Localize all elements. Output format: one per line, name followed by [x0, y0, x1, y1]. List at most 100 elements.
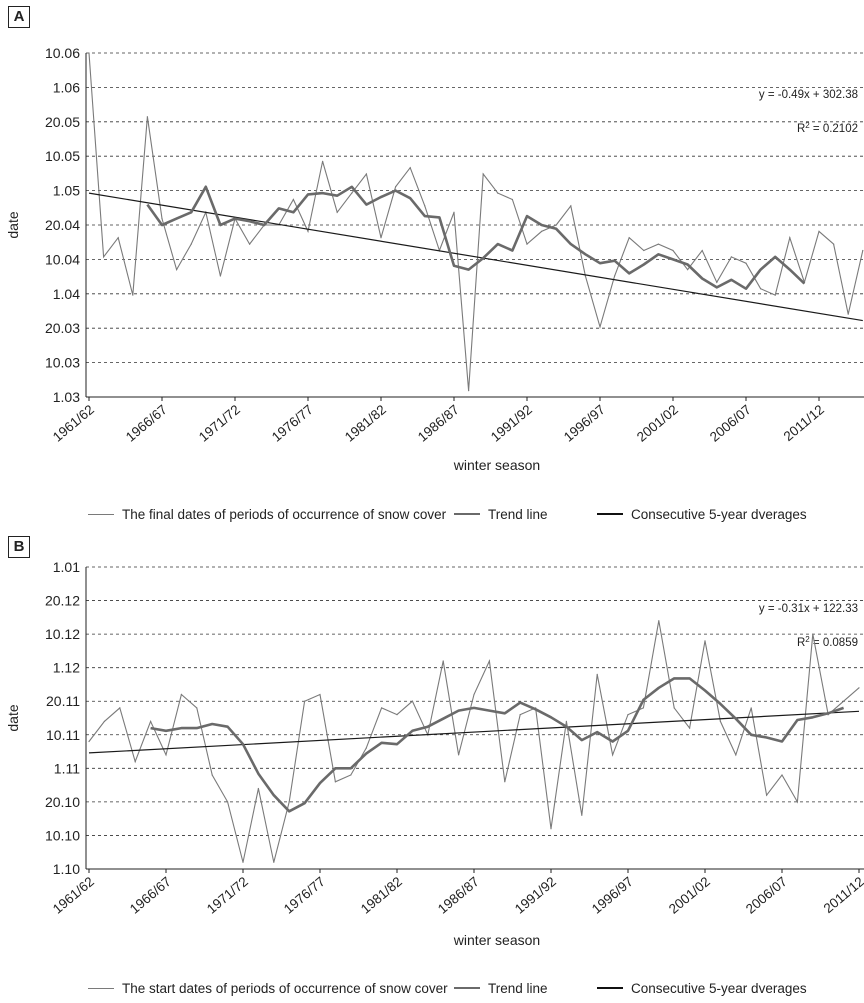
data-point-a-5	[161, 218, 163, 220]
data-point-a-21	[395, 186, 397, 188]
data-point-a-39	[657, 243, 660, 245]
x-tick-label-a-3: 1976/77	[269, 402, 316, 445]
y-axis-title-a: date	[5, 211, 21, 238]
x-tick-label-a-1: 1966/67	[123, 402, 170, 445]
y-tick-label-b-5: 10.11	[46, 727, 80, 743]
data-point-a-29	[511, 198, 513, 201]
data-point-b-45	[781, 774, 783, 776]
r-squared-a: R2 = 0.2102	[797, 121, 858, 136]
data-point-a-1	[103, 256, 105, 258]
data-point-b-47	[812, 633, 814, 635]
data-point-a-38	[643, 249, 645, 252]
data-point-a-36	[614, 275, 616, 277]
data-point-a-37	[628, 237, 630, 239]
x-tick-label-b-10: 2011/12	[821, 874, 864, 916]
x-tick-label-b-2: 1971/72	[204, 874, 251, 917]
x-axis-title-b: winter season	[453, 932, 540, 948]
y-tick-label-a-5: 20.04	[45, 217, 80, 233]
data-point-a-41	[687, 268, 689, 271]
x-tick-label-b-1: 1966/67	[127, 874, 174, 917]
x-tick-label-a-10: 2011/12	[781, 402, 827, 444]
data-point-a-22	[409, 167, 411, 169]
y-tick-label-b-3: 1.12	[53, 660, 80, 676]
data-point-b-2	[119, 707, 121, 709]
x-tick-label-b-5: 1986/87	[435, 874, 482, 917]
data-point-b-6	[180, 693, 182, 696]
y-tick-label-b-0: 1.01	[53, 559, 80, 575]
data-point-b-12	[273, 861, 275, 863]
data-point-b-35	[627, 714, 629, 716]
legend-a-swatch-averages	[597, 513, 623, 515]
data-point-a-34	[584, 275, 587, 277]
data-point-a-18	[351, 192, 353, 194]
legend-b-item-trend: Trend line	[454, 977, 548, 999]
data-point-b-33	[596, 673, 598, 675]
series-line-b-raw	[88, 620, 860, 863]
legend-b-label-trend: Trend line	[488, 980, 548, 996]
y-tick-label-b-7: 20.10	[45, 794, 80, 810]
data-point-b-20	[396, 714, 398, 716]
data-point-a-17	[336, 211, 338, 213]
x-tick-label-a-2: 1971/72	[196, 402, 243, 445]
data-point-b-43	[750, 707, 752, 709]
data-point-b-50	[858, 687, 860, 689]
data-point-b-36	[642, 707, 645, 709]
data-point-b-7	[196, 707, 198, 709]
trend-line-a	[88, 192, 863, 322]
data-point-b-23	[442, 660, 444, 662]
data-point-a-42	[701, 249, 703, 252]
legend-b: The start dates of periods of occurrence…	[0, 977, 864, 999]
x-tick-label-b-9: 2006/07	[743, 874, 790, 917]
data-point-b-0	[88, 740, 90, 743]
data-point-b-44	[766, 794, 768, 796]
y-tick-label-b-8: 10.10	[45, 827, 80, 843]
data-point-b-27	[504, 781, 506, 783]
legend-a-item-trend: Trend line	[454, 503, 548, 525]
data-point-a-52	[847, 313, 849, 315]
trend-line-b	[88, 710, 860, 754]
data-point-b-46	[796, 801, 799, 803]
y-tick-label-b-2: 10.12	[45, 626, 80, 642]
data-point-b-15	[319, 693, 321, 696]
data-point-a-6	[176, 268, 178, 271]
moving-average-line-b	[150, 677, 845, 813]
x-tick-label-a-6: 1991/92	[488, 402, 535, 445]
data-point-b-38	[673, 707, 675, 709]
chart-panel-a: A 10.06 1.06 20.05 10.05 1.05 20.04 10.04 1.04 2…	[0, 6, 864, 525]
data-point-b-49	[843, 700, 845, 702]
data-point-b-3	[134, 761, 136, 763]
data-point-a-46	[760, 288, 762, 290]
data-point-b-42	[735, 754, 737, 756]
data-point-b-40	[704, 640, 706, 642]
data-point-b-9	[227, 801, 229, 803]
x-tick-label-a-5: 1986/87	[415, 402, 462, 445]
data-point-b-30	[550, 828, 552, 830]
y-tick-label-b-9: 1.10	[53, 861, 80, 877]
series-line-a-raw	[88, 52, 864, 391]
legend-a-item-averages: Consecutive 5-year dverages	[597, 503, 807, 525]
data-point-a-45	[745, 262, 747, 264]
data-point-a-27	[482, 173, 484, 175]
chart-a-plot: 10.06 1.06 20.05 10.05 1.05 20.04 10.04 1.04 20.…	[5, 45, 864, 473]
data-point-a-30	[526, 243, 528, 245]
x-tick-label-a-0: 1961/62	[50, 402, 97, 445]
legend-b-swatch-trend	[454, 987, 480, 989]
legend-a: The final dates of periods of occurrence…	[0, 503, 864, 525]
data-point-a-11	[249, 243, 251, 245]
x-tick-label-b-3: 1976/77	[281, 874, 328, 917]
data-point-a-7	[190, 243, 192, 245]
x-tick-label-b-4: 1981/82	[358, 874, 405, 917]
y-tick-label-a-9: 10.03	[45, 355, 80, 371]
data-point-a-43	[716, 281, 718, 283]
data-point-a-16	[322, 160, 324, 162]
legend-a-swatch-final-dates	[88, 513, 114, 515]
data-point-b-34	[612, 754, 614, 756]
data-point-a-15	[307, 230, 309, 232]
data-point-b-14	[304, 700, 306, 702]
data-point-a-47	[774, 294, 776, 296]
data-point-a-48	[789, 237, 791, 239]
legend-b-swatch-averages	[597, 987, 623, 989]
data-point-a-25	[453, 211, 455, 213]
y-tick-label-a-2: 20.05	[45, 114, 80, 130]
y-tick-label-b-1: 20.12	[45, 593, 80, 609]
